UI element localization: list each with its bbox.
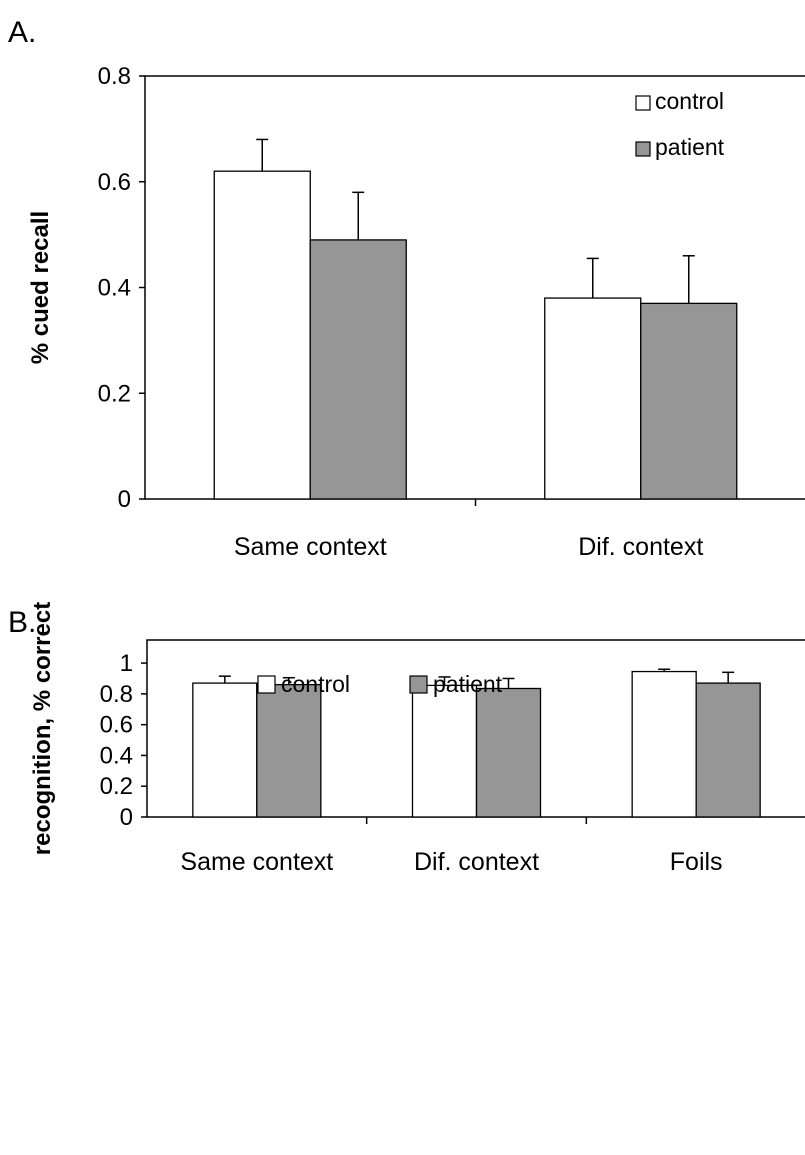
y-tick-label: 0.6 bbox=[100, 712, 133, 739]
y-tick-label: 1 bbox=[120, 650, 133, 677]
legend-label-control-a: control bbox=[655, 88, 724, 114]
chart-panel-b: B. 0 0.2 0.4 0.6 0.8 1 Same context Dif. conte… bbox=[8, 602, 805, 876]
y-tick-label: 0.2 bbox=[98, 380, 131, 407]
bar-control-foils bbox=[631, 670, 697, 818]
legend-swatch-patient-b bbox=[409, 675, 428, 694]
legend-label-patient-b: patient bbox=[433, 671, 503, 697]
bar-patient-foils bbox=[695, 682, 761, 818]
x-categories-a: Same context Dif. context bbox=[234, 499, 703, 561]
y-tick-label: 0.4 bbox=[98, 275, 131, 302]
panel-label-b: B. bbox=[8, 606, 36, 639]
y-tick-label: 0 bbox=[118, 486, 131, 513]
bar-control-dif-context bbox=[544, 297, 642, 500]
bar-patient-dif-context bbox=[475, 687, 542, 818]
bar-patient-same-context bbox=[309, 239, 407, 500]
y-tick-label: 0.2 bbox=[100, 773, 133, 800]
legend-swatch-control-b bbox=[257, 675, 276, 694]
x-category-label-dif-context: Dif. context bbox=[578, 533, 703, 561]
y-tick-label: 0.8 bbox=[98, 63, 131, 90]
legend-b: control patient bbox=[257, 671, 503, 697]
legend-label-patient-a: patient bbox=[655, 134, 725, 160]
bar-patient-same-context bbox=[256, 683, 322, 818]
y-ticks-a: 0 0.2 0.4 0.6 0.8 bbox=[98, 63, 145, 513]
y-ticks-b: 0 0.2 0.4 0.6 0.8 1 bbox=[100, 650, 147, 831]
bar-patient-dif-context bbox=[640, 302, 738, 500]
bar-control-same-context bbox=[192, 682, 258, 818]
x-category-label-same-context: Same context bbox=[180, 848, 333, 876]
panel-label-a: A. bbox=[8, 16, 36, 49]
legend-swatch-control-a bbox=[635, 95, 651, 111]
x-categories-b: Same context Dif. context Foils bbox=[180, 817, 723, 876]
y-tick-label: 0 bbox=[120, 804, 133, 831]
legend-a: control patient bbox=[635, 88, 725, 160]
legend-label-control-b: control bbox=[281, 671, 350, 697]
y-axis-title-a: % cued recall bbox=[27, 211, 54, 364]
y-tick-label: 0.8 bbox=[100, 681, 133, 708]
x-category-label-foils: Foils bbox=[670, 848, 723, 876]
bar-control-dif-context bbox=[411, 684, 478, 818]
y-axis-title-b: recognition, % correct bbox=[29, 602, 56, 855]
y-tick-label: 0.4 bbox=[100, 742, 133, 769]
x-category-label-same-context: Same context bbox=[234, 533, 387, 561]
x-category-label-dif-context: Dif. context bbox=[414, 848, 539, 876]
chart-panel-a: A. 0 0.2 0.4 0.6 0.8 Same context Dif. contex… bbox=[8, 16, 805, 561]
y-tick-label: 0.6 bbox=[98, 169, 131, 196]
legend-swatch-patient-a bbox=[635, 141, 651, 157]
bars-b bbox=[192, 668, 761, 818]
bar-control-same-context bbox=[213, 170, 311, 500]
bars-a bbox=[213, 138, 738, 500]
